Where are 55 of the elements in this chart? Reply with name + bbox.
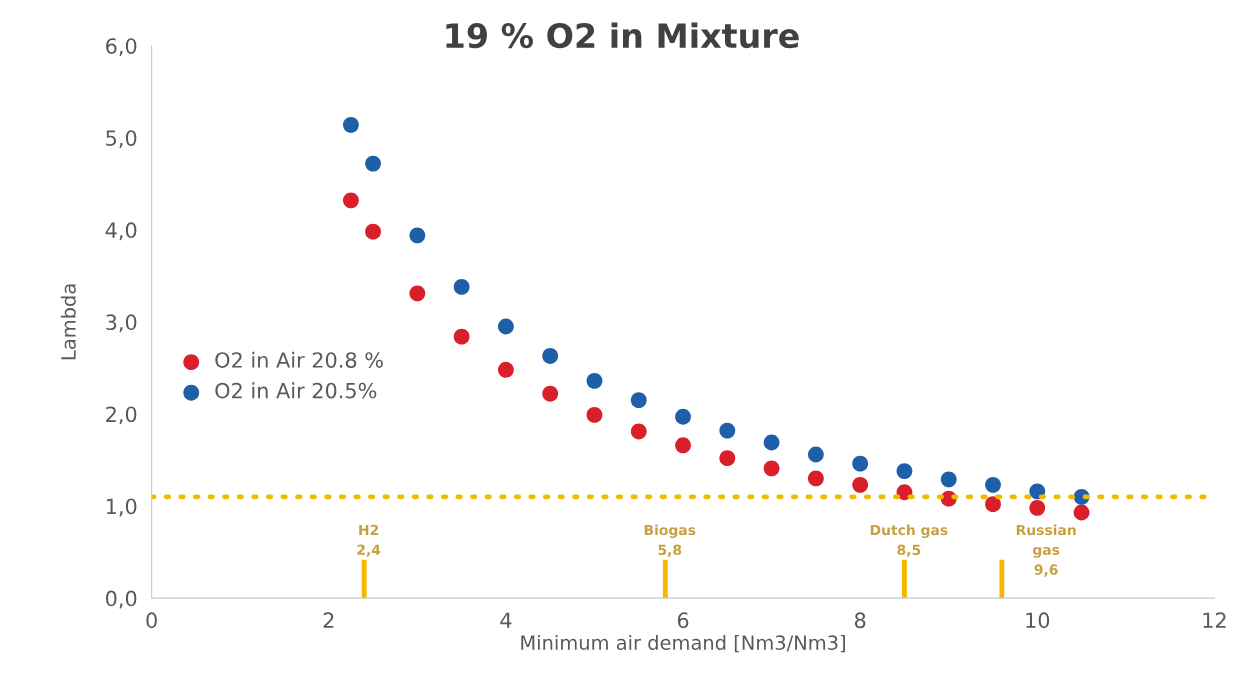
point: [497, 318, 514, 335]
point: [1029, 499, 1046, 516]
point: [343, 192, 359, 209]
ref-line-label: Dutch gas 8,5: [870, 524, 948, 557]
x-tick-label: 2: [323, 612, 334, 628]
point: [542, 348, 559, 364]
point: [852, 476, 869, 493]
y-tick-label: 1,0: [106, 498, 137, 517]
point: [542, 385, 559, 402]
point: [497, 361, 514, 378]
point: [630, 392, 647, 409]
x-tick-label: 0: [146, 612, 157, 629]
y-tick-label: 4,0: [105, 222, 137, 241]
point: [985, 476, 1001, 493]
point: [675, 437, 691, 454]
point: [453, 328, 470, 345]
point: [630, 423, 647, 440]
point: [409, 285, 426, 302]
point: [343, 116, 359, 133]
x-axis-title: Minimum air demand [Nm3/Nm3]: [521, 634, 845, 653]
point: [807, 446, 824, 463]
point: [675, 408, 691, 425]
legend-label: O2 in Air 20.5%: [215, 382, 377, 399]
point: [807, 470, 824, 487]
x-tick-label: 8: [854, 612, 866, 629]
point: [852, 455, 869, 472]
x-tick-label: 6: [677, 612, 689, 629]
point: [719, 422, 736, 439]
x-tick-label: 4: [500, 612, 512, 628]
x-tick-label: 12: [1203, 612, 1226, 628]
y-axis-title: Lambda: [60, 284, 76, 360]
point: [586, 406, 603, 423]
point: [763, 434, 780, 451]
point: [719, 450, 736, 467]
y-tick-label: 3,0: [106, 314, 137, 333]
point: [1073, 504, 1090, 521]
y-tick-label: 2,0: [106, 406, 137, 425]
legend-label: O2 in Air 20.8 %: [215, 351, 383, 368]
point: [409, 227, 426, 244]
point: [940, 471, 957, 488]
point: [365, 155, 381, 172]
y-tick-label: 0,0: [106, 590, 137, 609]
x-tick-label: 10: [1026, 612, 1050, 629]
point: [896, 463, 913, 479]
ref-line-label: Biogas 5,8: [644, 524, 696, 557]
y-tick-label: 6,0: [106, 38, 137, 57]
ref-line-label: H2 2,4: [357, 524, 381, 557]
chart-title: 19 % O2 in Mixture: [446, 22, 799, 49]
point: [586, 372, 603, 389]
point: [985, 496, 1001, 513]
point: [365, 223, 381, 240]
ref-line-label: Russian gas 9,6: [1016, 524, 1076, 577]
y-tick-label: 5,0: [106, 130, 137, 149]
point: [453, 279, 470, 295]
point: [763, 460, 780, 477]
